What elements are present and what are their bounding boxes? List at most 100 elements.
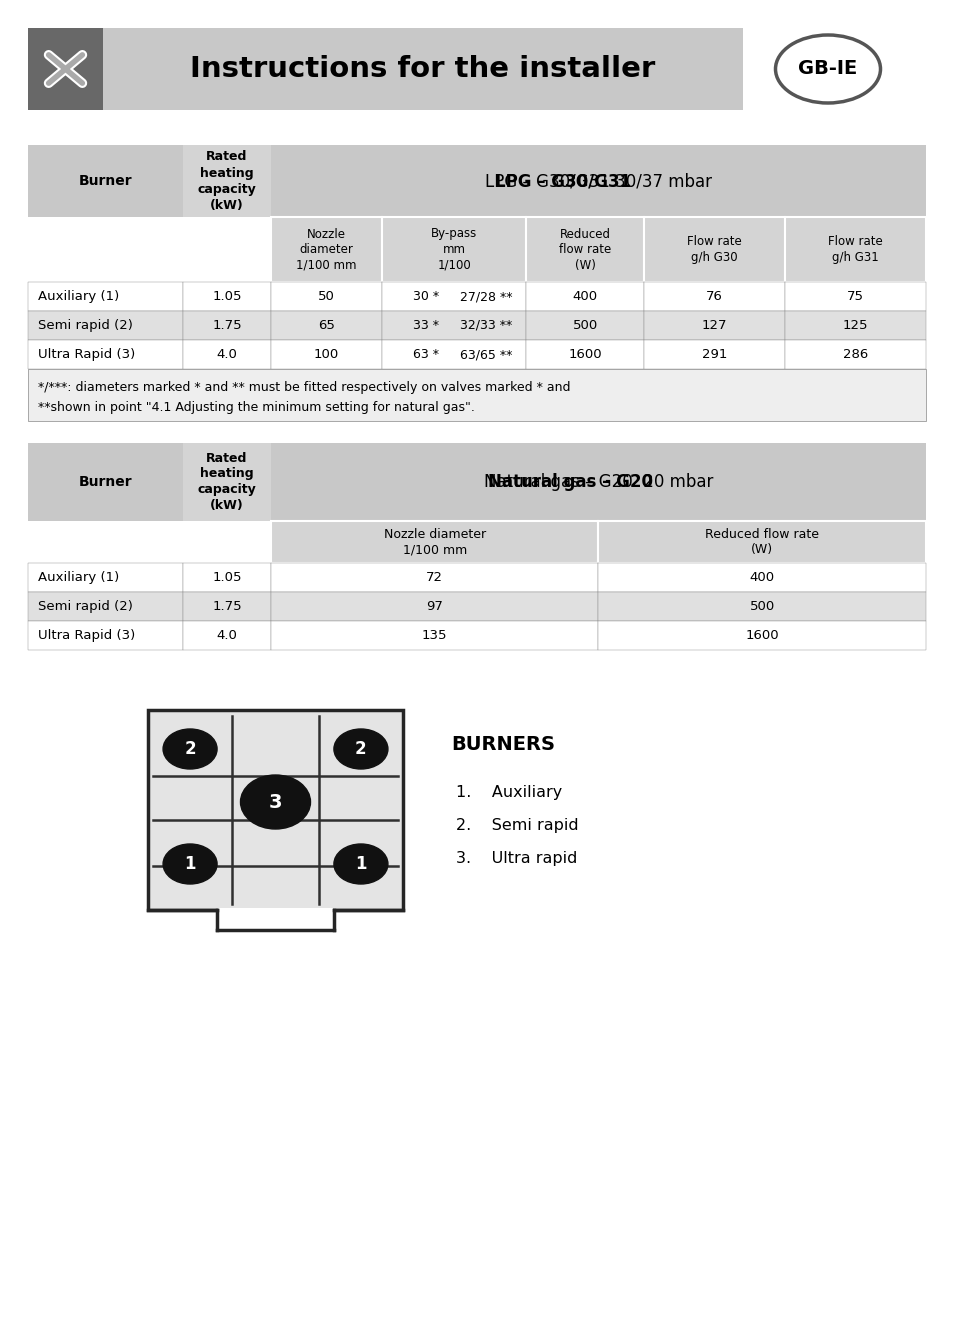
Ellipse shape bbox=[334, 844, 388, 884]
Ellipse shape bbox=[163, 729, 217, 770]
Bar bbox=[271, 521, 598, 562]
Text: Rated
heating
capacity
(kW): Rated heating capacity (kW) bbox=[197, 151, 256, 211]
Text: Rated
heating
capacity
(kW): Rated heating capacity (kW) bbox=[197, 452, 256, 513]
Bar bbox=[784, 339, 925, 369]
Bar bbox=[217, 908, 333, 930]
Bar bbox=[28, 146, 183, 216]
Text: 76: 76 bbox=[705, 290, 722, 303]
Bar bbox=[271, 146, 925, 216]
Text: 1600: 1600 bbox=[744, 629, 779, 643]
Text: 65: 65 bbox=[318, 319, 335, 333]
Text: 33 *: 33 * bbox=[412, 319, 438, 333]
Text: 63 *: 63 * bbox=[412, 347, 438, 361]
Bar bbox=[643, 311, 784, 339]
Text: 2.    Semi rapid: 2. Semi rapid bbox=[456, 818, 578, 834]
Text: 400: 400 bbox=[572, 290, 598, 303]
Bar bbox=[643, 216, 784, 282]
Bar bbox=[28, 369, 925, 421]
Bar bbox=[598, 521, 925, 562]
Bar bbox=[28, 28, 103, 110]
Bar bbox=[28, 592, 183, 621]
Text: Burner: Burner bbox=[78, 174, 132, 188]
Text: 72: 72 bbox=[426, 570, 443, 584]
Text: Auxiliary (1): Auxiliary (1) bbox=[38, 290, 119, 303]
Text: 3.    Ultra rapid: 3. Ultra rapid bbox=[456, 851, 577, 866]
Text: 97: 97 bbox=[426, 600, 443, 613]
Bar bbox=[28, 521, 271, 562]
Bar bbox=[643, 339, 784, 369]
Text: BURNERS: BURNERS bbox=[451, 735, 555, 754]
Bar bbox=[271, 592, 598, 621]
Bar bbox=[183, 282, 271, 311]
Bar bbox=[526, 216, 643, 282]
Text: Auxiliary (1): Auxiliary (1) bbox=[38, 570, 119, 584]
Bar bbox=[382, 339, 526, 369]
Bar bbox=[103, 28, 742, 110]
Text: 125: 125 bbox=[841, 319, 867, 333]
Bar bbox=[28, 621, 183, 651]
Bar bbox=[28, 444, 183, 521]
Text: 63/65 **: 63/65 ** bbox=[459, 347, 512, 361]
Text: 1.05: 1.05 bbox=[212, 290, 241, 303]
Text: 400: 400 bbox=[749, 570, 774, 584]
Text: Flow rate
g/h G30: Flow rate g/h G30 bbox=[687, 235, 741, 263]
Text: 50: 50 bbox=[318, 290, 335, 303]
Text: 30 *: 30 * bbox=[412, 290, 438, 303]
Bar bbox=[28, 216, 271, 282]
Ellipse shape bbox=[163, 844, 217, 884]
Bar bbox=[271, 444, 925, 521]
Text: 291: 291 bbox=[701, 347, 727, 361]
Bar bbox=[271, 339, 382, 369]
Bar bbox=[271, 311, 382, 339]
Text: Reduced flow rate
(W): Reduced flow rate (W) bbox=[704, 528, 819, 557]
Text: Nozzle diameter
1/100 mm: Nozzle diameter 1/100 mm bbox=[383, 528, 485, 557]
Text: 1: 1 bbox=[355, 855, 366, 872]
Bar bbox=[784, 282, 925, 311]
Bar bbox=[183, 592, 271, 621]
Text: **shown in point "4.1 Adjusting the minimum setting for natural gas".: **shown in point "4.1 Adjusting the mini… bbox=[38, 401, 475, 414]
Bar bbox=[598, 592, 925, 621]
Bar bbox=[183, 444, 271, 521]
Text: Ultra Rapid (3): Ultra Rapid (3) bbox=[38, 629, 135, 643]
Bar bbox=[28, 311, 183, 339]
Bar bbox=[271, 562, 598, 592]
Text: Burner: Burner bbox=[78, 476, 132, 489]
Bar bbox=[183, 339, 271, 369]
Bar bbox=[28, 282, 183, 311]
Text: 500: 500 bbox=[749, 600, 774, 613]
Bar bbox=[271, 621, 598, 651]
Bar bbox=[183, 621, 271, 651]
Text: LPG – G30/G31: LPG – G30/G31 bbox=[495, 172, 631, 190]
Text: 1.75: 1.75 bbox=[212, 600, 241, 613]
Text: Nozzle
diameter
1/100 mm: Nozzle diameter 1/100 mm bbox=[296, 227, 356, 271]
Bar bbox=[28, 562, 183, 592]
Bar bbox=[643, 282, 784, 311]
Ellipse shape bbox=[334, 729, 388, 770]
Text: By-pass
mm
1/100: By-pass mm 1/100 bbox=[431, 227, 477, 271]
Text: Instructions for the installer: Instructions for the installer bbox=[191, 55, 655, 83]
Text: Ultra Rapid (3): Ultra Rapid (3) bbox=[38, 347, 135, 361]
Text: 1.05: 1.05 bbox=[212, 570, 241, 584]
Bar bbox=[382, 282, 526, 311]
Text: 1.75: 1.75 bbox=[212, 319, 241, 333]
Text: LPG – G30/G31 30/37 mbar: LPG – G30/G31 30/37 mbar bbox=[484, 172, 711, 190]
Bar bbox=[526, 311, 643, 339]
Bar bbox=[526, 282, 643, 311]
Text: */***: diameters marked * and ** must be fitted respectively on valves marked * : */***: diameters marked * and ** must be… bbox=[38, 381, 570, 394]
Bar bbox=[382, 311, 526, 339]
Text: 500: 500 bbox=[572, 319, 598, 333]
Text: 4.0: 4.0 bbox=[216, 629, 237, 643]
Bar bbox=[183, 311, 271, 339]
Bar bbox=[183, 562, 271, 592]
Text: Semi rapid (2): Semi rapid (2) bbox=[38, 319, 132, 333]
Text: 2: 2 bbox=[184, 740, 195, 758]
Text: Natural gas – G20  20 mbar: Natural gas – G20 20 mbar bbox=[483, 473, 713, 492]
Bar bbox=[183, 146, 271, 216]
Ellipse shape bbox=[240, 775, 310, 830]
Text: Reduced
flow rate
(W): Reduced flow rate (W) bbox=[558, 227, 611, 271]
Bar bbox=[271, 216, 382, 282]
Text: Flow rate
g/h G31: Flow rate g/h G31 bbox=[827, 235, 882, 263]
Text: 286: 286 bbox=[842, 347, 867, 361]
Bar bbox=[526, 339, 643, 369]
Text: 3: 3 bbox=[269, 792, 282, 811]
